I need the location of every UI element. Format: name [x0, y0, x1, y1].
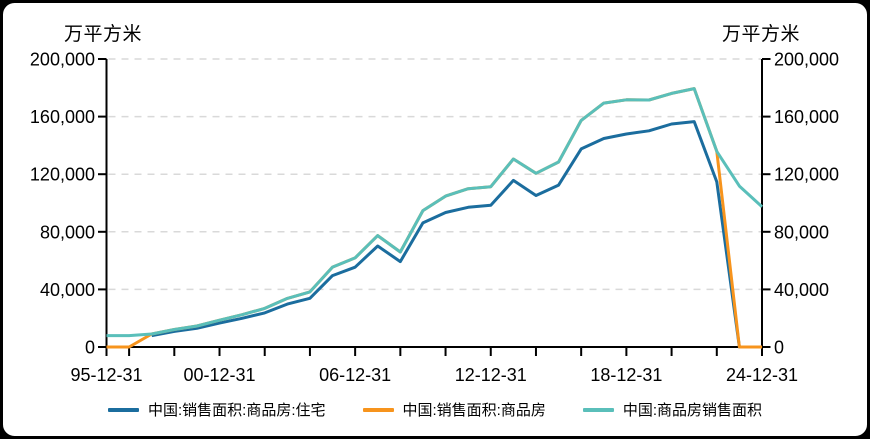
right-axis-tick-label: 120,000 — [774, 165, 839, 185]
legend-swatch-commodity-total — [582, 407, 614, 412]
legend-item-commodity[interactable]: 中国:销售面积:商品房 — [362, 399, 546, 420]
legend-item-residential[interactable]: 中国:销售面积:商品房:住宅 — [107, 399, 326, 420]
left-axis-tick-label: 200,000 — [30, 50, 95, 70]
series-line-residential — [151, 120, 762, 349]
right-axis-tick-label: 0 — [774, 338, 784, 358]
left-axis-tick-label: 120,000 — [30, 165, 95, 185]
x-axis-tick-label: 18-12-31 — [590, 365, 662, 385]
right-axis-tick-label: 40,000 — [774, 280, 829, 300]
legend-item-commodity-total[interactable]: 中国:商品房销售面积 — [582, 399, 763, 420]
left-axis-tick-label: 160,000 — [30, 107, 95, 127]
legend-swatch-commodity — [362, 407, 394, 412]
right-axis-tick-label: 160,000 — [774, 107, 839, 127]
legend-label-commodity: 中国:销售面积:商品房 — [402, 402, 546, 419]
series-line-commodity-total — [106, 87, 764, 338]
right-axis-unit-label: 万平方米 — [722, 24, 801, 45]
x-axis-tick-label: 24-12-31 — [726, 365, 798, 385]
right-axis-tick-label: 200,000 — [774, 50, 839, 70]
right-axis-tick-label: 80,000 — [774, 222, 829, 242]
legend-swatch-residential — [107, 407, 139, 412]
x-axis-tick-label: 95-12-31 — [70, 365, 142, 385]
legend-label-commodity-total: 中国:商品房销售面积 — [622, 402, 763, 419]
left-axis-tick-label: 80,000 — [40, 222, 95, 242]
legend-label-residential: 中国:销售面积:商品房:住宅 — [147, 402, 326, 419]
legend: 中国:销售面积:商品房:住宅 中国:销售面积:商品房 中国:商品房销售面积 — [0, 399, 870, 420]
x-axis-tick-label: 00-12-31 — [183, 365, 255, 385]
left-axis-unit-label: 万平方米 — [64, 24, 143, 45]
left-axis-tick-label: 0 — [85, 338, 95, 358]
x-axis-tick-label: 06-12-31 — [319, 365, 391, 385]
left-axis-tick-label: 40,000 — [40, 280, 95, 300]
x-axis-tick-label: 12-12-31 — [455, 365, 527, 385]
